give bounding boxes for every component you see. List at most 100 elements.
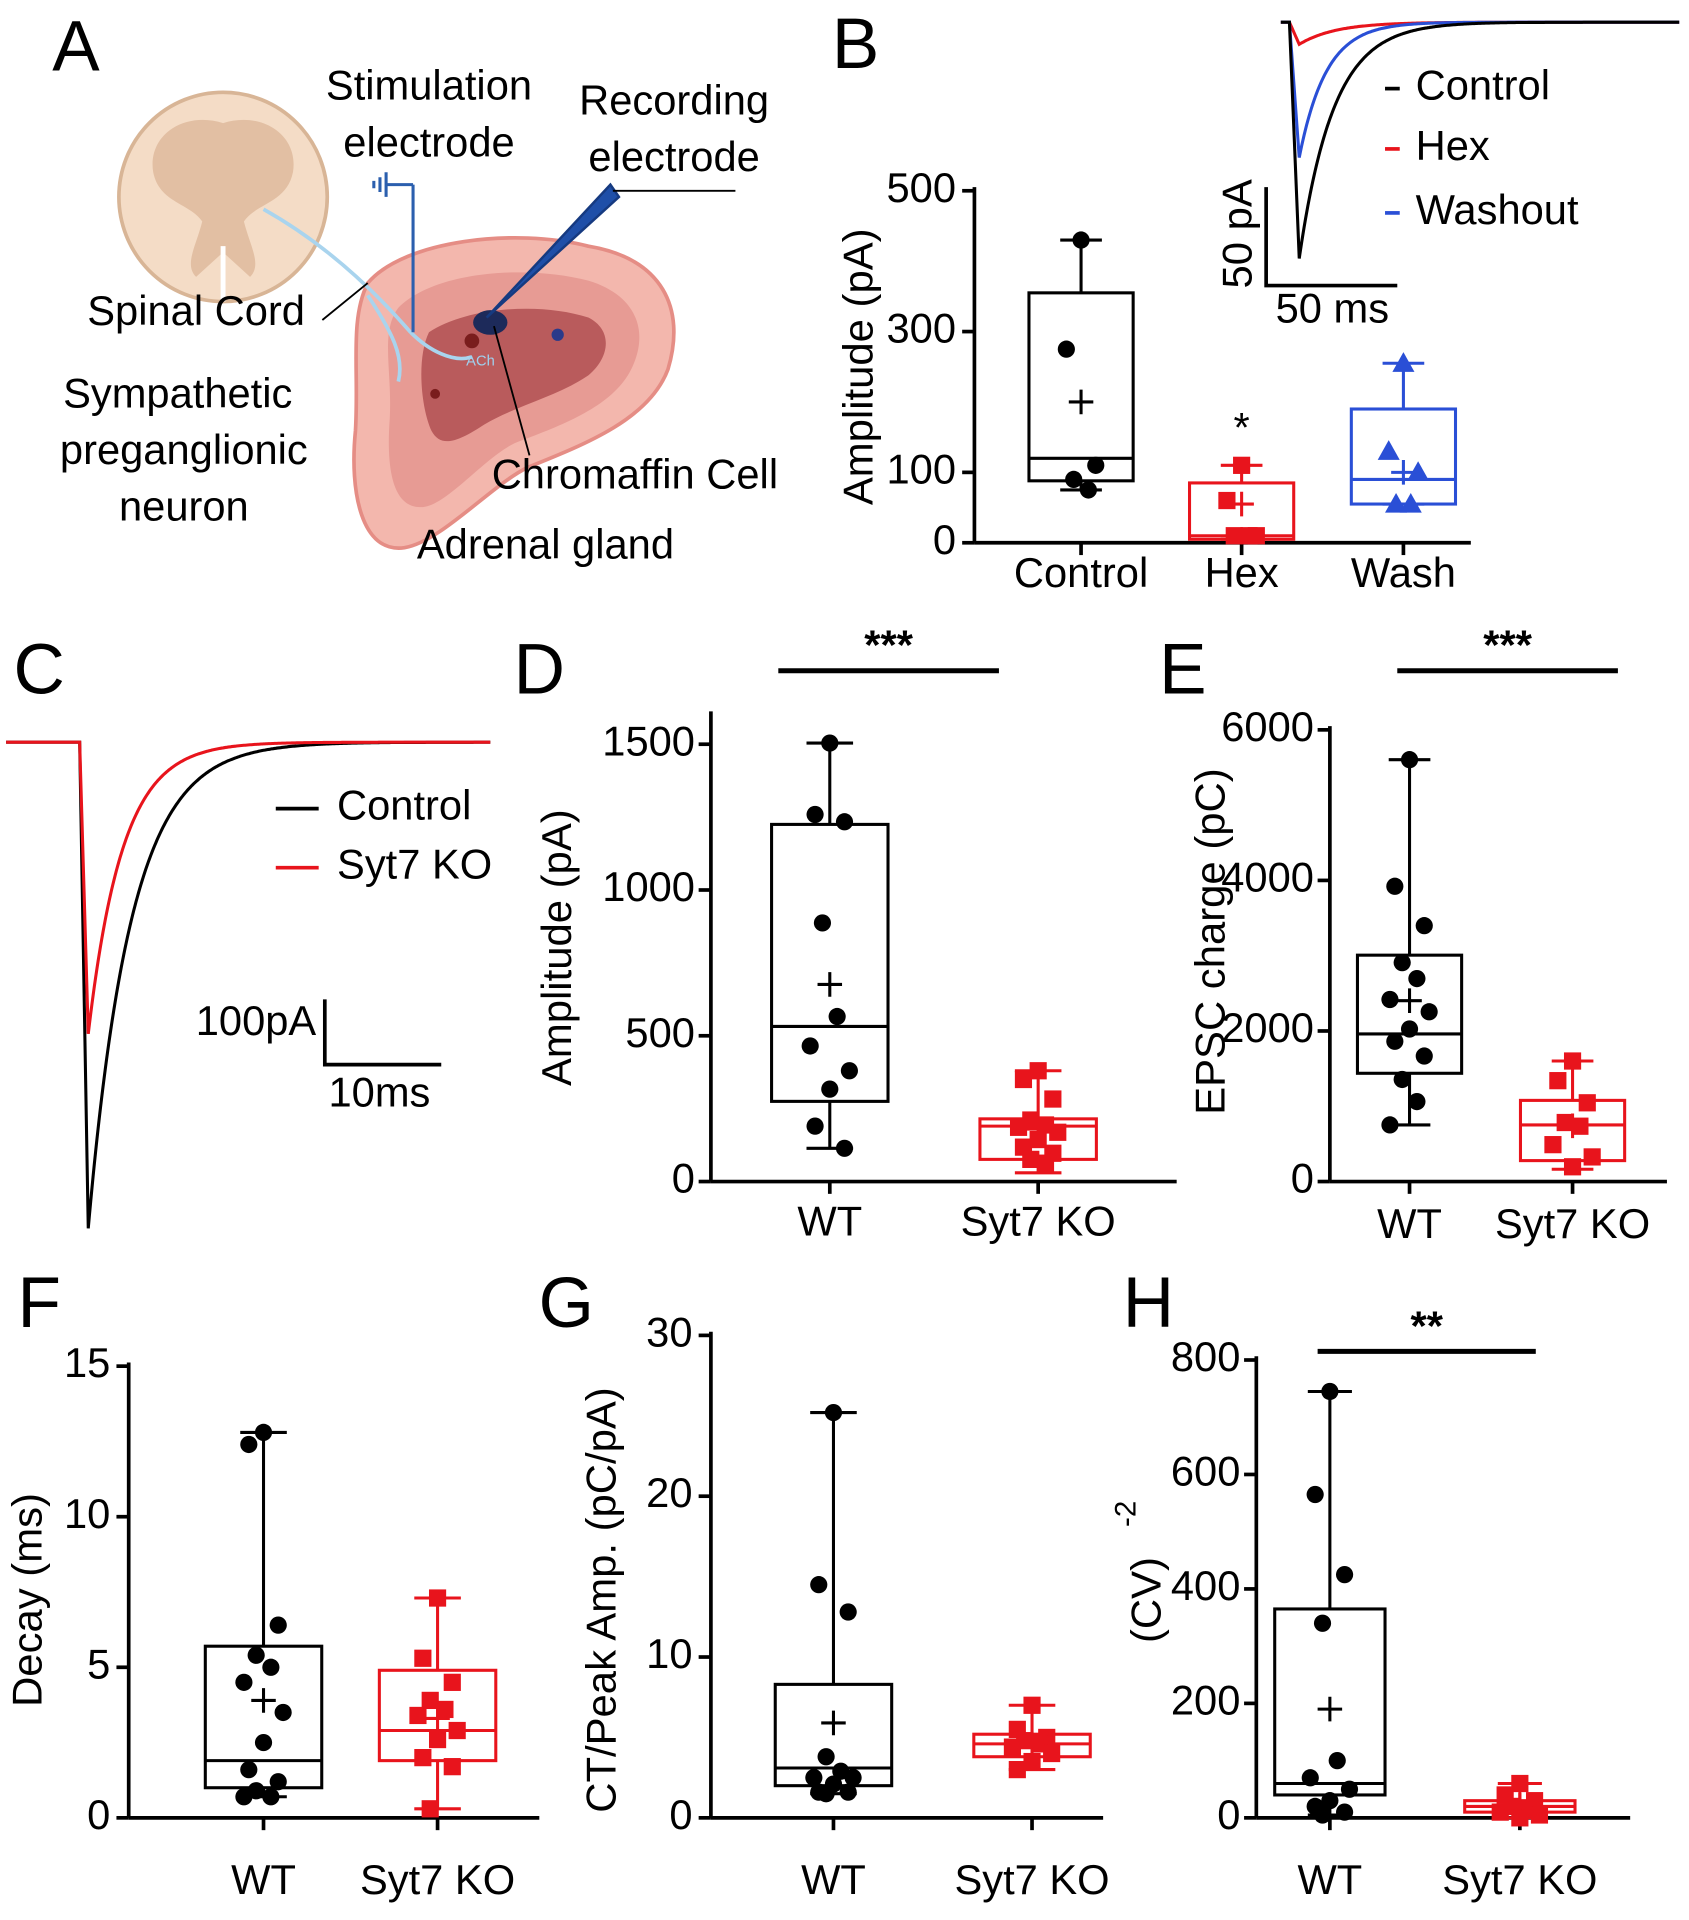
scale-bar xyxy=(1264,187,1398,288)
y-tick-label: 5 xyxy=(87,1640,110,1687)
data-point xyxy=(428,1589,447,1607)
data-point xyxy=(443,1673,461,1691)
data-point xyxy=(1023,1696,1041,1714)
y-tick-label: 100 xyxy=(887,445,957,492)
trace xyxy=(1280,20,1680,47)
data-point xyxy=(844,1769,862,1787)
data-point xyxy=(1301,1769,1319,1787)
mean xyxy=(1560,1113,1585,1139)
label: Chromaffin Cell xyxy=(492,451,778,498)
data-point xyxy=(1381,1116,1399,1134)
data-point xyxy=(1578,1094,1596,1112)
mean xyxy=(1397,988,1422,1014)
data-point xyxy=(1340,1780,1359,1798)
data-point xyxy=(1043,1744,1061,1763)
data-point xyxy=(421,1691,439,1710)
data-point xyxy=(1408,1092,1426,1111)
y-tick-label: 10 xyxy=(646,1630,692,1677)
data-point xyxy=(1400,751,1419,769)
data-point xyxy=(828,1007,846,1026)
data-point xyxy=(1306,1485,1324,1504)
y-tick-label: 6000 xyxy=(1221,703,1314,750)
data-point xyxy=(1233,456,1251,474)
data-point xyxy=(1511,1774,1529,1793)
legend-label: Washout xyxy=(1416,186,1579,233)
mean xyxy=(1068,389,1094,415)
mean xyxy=(1507,1792,1533,1818)
mean xyxy=(1317,1696,1343,1722)
scale-label: 50 ms xyxy=(1276,284,1389,331)
mean xyxy=(425,1706,450,1731)
data-point xyxy=(448,1721,466,1740)
y-tick-label: 600 xyxy=(1171,1447,1241,1494)
panel-letter: A xyxy=(52,7,100,86)
scale-label: 100pA xyxy=(196,997,317,1044)
data-point xyxy=(1321,1792,1339,1810)
data-point xyxy=(806,1117,824,1135)
scale-label: 50 pA xyxy=(1213,179,1260,288)
box xyxy=(1027,291,1135,483)
panel-letter: F xyxy=(18,1264,61,1343)
data-point xyxy=(1313,1806,1332,1824)
y-axis-label: Decay (ms) xyxy=(4,1493,51,1707)
data-point xyxy=(840,1062,858,1080)
data-point xyxy=(1408,969,1426,988)
data-point xyxy=(810,1576,828,1594)
x-tick-label: Syt7 KO xyxy=(961,1198,1116,1245)
data-point xyxy=(1385,492,1408,513)
data-point xyxy=(1563,1158,1582,1176)
mean xyxy=(817,972,843,997)
y-tick-label: 4000 xyxy=(1221,853,1314,900)
box xyxy=(377,1668,498,1763)
x-tick-label: WT xyxy=(801,1856,866,1903)
mean xyxy=(1229,491,1254,517)
label: Adrenal gland xyxy=(417,521,674,568)
y-tick-label: 0 xyxy=(669,1791,692,1838)
x-tick-label: WT xyxy=(1377,1200,1442,1247)
x-tick-label: Syt7 KO xyxy=(1495,1200,1650,1247)
data-point xyxy=(839,1783,857,1801)
data-point xyxy=(240,1435,258,1454)
data-point xyxy=(817,1785,835,1803)
data-point xyxy=(421,1800,439,1818)
data-point xyxy=(1393,954,1411,972)
label: electrode xyxy=(343,118,514,165)
y-tick-label: 1500 xyxy=(602,717,695,764)
data-point xyxy=(274,1703,292,1722)
data-point xyxy=(1530,1806,1549,1824)
pointer xyxy=(321,282,369,321)
y-tick-label: 500 xyxy=(887,164,957,211)
data-point xyxy=(1415,1047,1433,1065)
data-point xyxy=(839,1603,857,1621)
legend-label: Syt7 KO xyxy=(337,841,492,888)
box xyxy=(1355,953,1464,1075)
cell xyxy=(464,333,480,349)
data-point xyxy=(428,1730,447,1749)
mean xyxy=(1019,1731,1045,1757)
label: Spinal Cord xyxy=(87,287,305,334)
panel-letter: B xyxy=(832,5,879,84)
data-point xyxy=(835,813,854,831)
data-point xyxy=(240,1761,258,1779)
data-point xyxy=(1400,1020,1419,1038)
data-point xyxy=(1049,1123,1067,1141)
data-point xyxy=(1549,1072,1567,1090)
x-tick-label: Wash xyxy=(1351,549,1456,596)
data-point xyxy=(1079,481,1097,499)
cell xyxy=(551,328,564,341)
y-tick-label: 0 xyxy=(1291,1155,1314,1202)
y-tick-label: 20 xyxy=(646,1469,692,1516)
data-point xyxy=(1036,1154,1055,1172)
data-point xyxy=(1225,527,1243,545)
data-point xyxy=(1336,1566,1354,1584)
label: Recording xyxy=(579,76,769,123)
data-point xyxy=(1014,1070,1033,1089)
panel-letter: H xyxy=(1123,1264,1174,1343)
significance-label: *** xyxy=(864,622,913,669)
data-point xyxy=(1583,1148,1601,1166)
data-point xyxy=(1240,527,1258,545)
trace xyxy=(1280,20,1680,259)
data-point xyxy=(235,1673,253,1691)
data-point xyxy=(254,1423,273,1442)
annotation: * xyxy=(1234,404,1250,451)
